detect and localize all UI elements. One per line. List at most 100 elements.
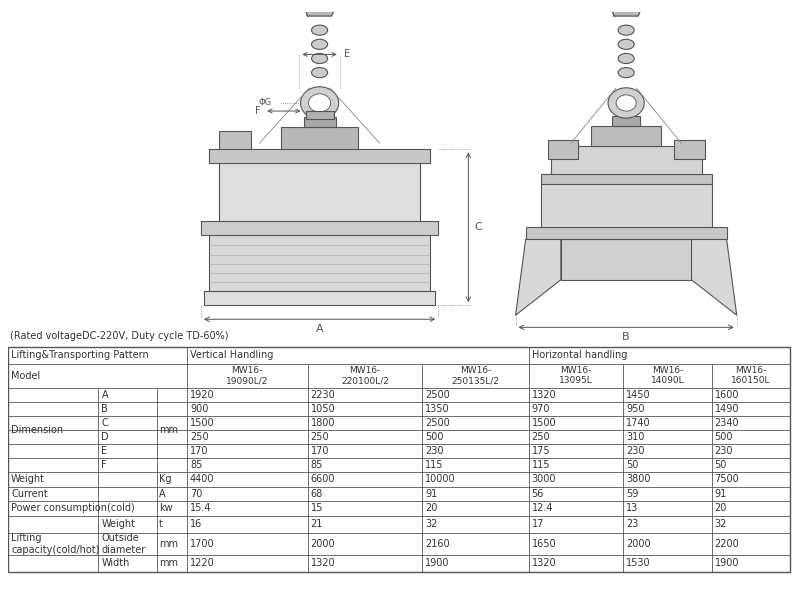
Text: MW16-
14090L: MW16- 14090L: [650, 366, 684, 385]
Text: 6600: 6600: [310, 474, 335, 484]
Ellipse shape: [616, 95, 636, 111]
Ellipse shape: [618, 40, 634, 49]
Text: Lifting&Transporting Pattern: Lifting&Transporting Pattern: [11, 350, 149, 361]
Text: 1920: 1920: [190, 389, 214, 400]
Text: MW16-
160150L: MW16- 160150L: [731, 366, 770, 385]
Ellipse shape: [311, 68, 328, 78]
Text: E: E: [344, 50, 350, 59]
Text: 310: 310: [626, 432, 645, 441]
Bar: [219, 162, 420, 221]
Bar: [209, 150, 430, 162]
Text: 115: 115: [425, 459, 444, 470]
Bar: [201, 221, 438, 235]
Text: 1800: 1800: [310, 418, 335, 428]
Text: 13: 13: [626, 503, 638, 513]
Text: 32: 32: [714, 519, 727, 530]
Text: 2230: 2230: [310, 389, 335, 400]
Text: mm: mm: [158, 539, 178, 549]
Bar: [526, 227, 726, 240]
Text: 10000: 10000: [425, 474, 456, 484]
Text: 85: 85: [310, 459, 323, 470]
Bar: [306, 111, 334, 119]
Text: A: A: [316, 324, 323, 334]
Bar: [209, 235, 430, 291]
Bar: [674, 140, 705, 159]
Text: 1900: 1900: [425, 558, 450, 568]
Text: 23: 23: [626, 519, 638, 530]
Text: 2000: 2000: [310, 539, 335, 549]
Text: 2160: 2160: [425, 539, 450, 549]
Ellipse shape: [311, 53, 328, 63]
Text: 230: 230: [425, 446, 444, 456]
Text: 20: 20: [425, 503, 438, 513]
Ellipse shape: [311, 40, 328, 49]
Text: 2340: 2340: [714, 418, 739, 428]
Ellipse shape: [618, 68, 634, 78]
Text: 250: 250: [532, 432, 550, 441]
Text: Vertical Handling: Vertical Handling: [190, 350, 274, 361]
Text: 32: 32: [425, 519, 438, 530]
Text: A: A: [158, 489, 166, 499]
Text: 1700: 1700: [190, 539, 214, 549]
Text: Lifting
capacity(cold/hot): Lifting capacity(cold/hot): [11, 533, 99, 555]
Text: ΦG: ΦG: [258, 98, 271, 107]
Text: 3000: 3000: [532, 474, 556, 484]
Text: MW16-
250135L/2: MW16- 250135L/2: [451, 366, 499, 385]
Text: MW16-
220100L/2: MW16- 220100L/2: [341, 366, 389, 385]
Text: 17: 17: [532, 519, 544, 530]
Ellipse shape: [309, 94, 330, 112]
Text: Weight: Weight: [11, 474, 45, 484]
Bar: [591, 126, 662, 146]
Ellipse shape: [301, 87, 338, 119]
Text: 7500: 7500: [714, 474, 739, 484]
Text: B: B: [622, 332, 630, 343]
Text: A: A: [102, 389, 108, 400]
Text: 170: 170: [310, 446, 329, 456]
Text: 2200: 2200: [714, 539, 739, 549]
Text: Model: Model: [11, 371, 40, 380]
Text: B: B: [102, 404, 108, 413]
Text: Dimension: Dimension: [11, 425, 63, 435]
Text: 950: 950: [626, 404, 645, 413]
Text: Kg: Kg: [158, 474, 171, 484]
Text: 1220: 1220: [190, 558, 214, 568]
Text: 115: 115: [532, 459, 550, 470]
Text: 91: 91: [714, 489, 727, 499]
Text: 50: 50: [626, 459, 638, 470]
Text: 1740: 1740: [626, 418, 650, 428]
Bar: [541, 182, 711, 227]
Text: F: F: [102, 459, 107, 470]
Bar: [303, 117, 336, 127]
Text: 15.4: 15.4: [190, 503, 211, 513]
Text: C: C: [474, 222, 482, 232]
Text: 1320: 1320: [532, 558, 556, 568]
Text: 175: 175: [532, 446, 550, 456]
Text: 2000: 2000: [626, 539, 650, 549]
Text: MW16-
13095L: MW16- 13095L: [559, 366, 593, 385]
Text: 1900: 1900: [714, 558, 739, 568]
Text: 1320: 1320: [310, 558, 335, 568]
Bar: [550, 146, 702, 182]
Text: 1320: 1320: [532, 389, 556, 400]
Text: Current: Current: [11, 489, 48, 499]
Polygon shape: [515, 240, 561, 315]
Text: 1050: 1050: [310, 404, 335, 413]
Text: 21: 21: [310, 519, 323, 530]
Text: 85: 85: [190, 459, 202, 470]
Polygon shape: [302, 0, 338, 16]
Text: 1500: 1500: [190, 418, 214, 428]
Bar: [548, 140, 578, 159]
Bar: [561, 240, 691, 280]
Text: kw: kw: [158, 503, 172, 513]
Bar: [8, 347, 790, 572]
Text: 1350: 1350: [425, 404, 450, 413]
Text: 15: 15: [310, 503, 323, 513]
Ellipse shape: [311, 25, 328, 35]
Text: 50: 50: [714, 459, 727, 470]
Text: 1500: 1500: [532, 418, 556, 428]
Text: 2500: 2500: [425, 418, 450, 428]
Text: 250: 250: [190, 432, 209, 441]
Text: 59: 59: [626, 489, 638, 499]
Text: 170: 170: [190, 446, 209, 456]
Text: 68: 68: [310, 489, 322, 499]
